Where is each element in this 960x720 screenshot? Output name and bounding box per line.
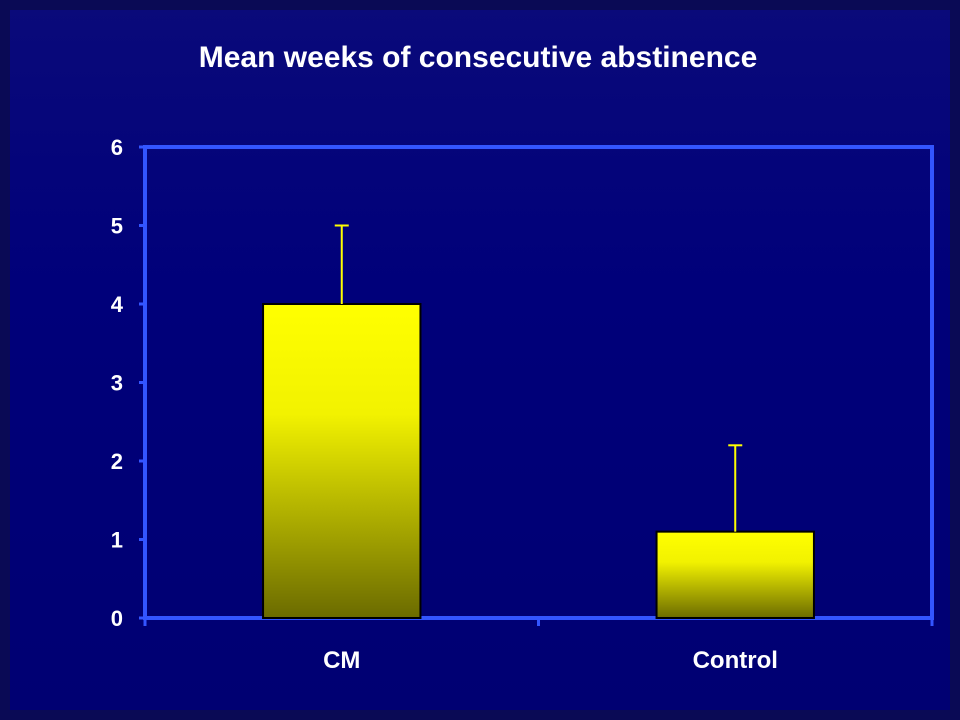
y-tick-label: 2 <box>111 449 123 474</box>
y-tick-label: 3 <box>111 371 123 396</box>
bars-group <box>262 303 815 620</box>
y-tick-label: 1 <box>111 528 123 553</box>
chart-title: Mean weeks of consecutive abstinence <box>199 41 758 74</box>
x-axis: CM Control <box>143 618 934 674</box>
bar-control <box>655 530 815 620</box>
y-axis: 0 1 2 3 4 5 6 <box>111 135 145 631</box>
y-tick-label: 0 <box>111 606 123 631</box>
y-tick-label: 5 <box>111 214 123 239</box>
bar-cm <box>262 303 422 619</box>
x-category-label: Control <box>693 647 778 674</box>
y-tick-label: 4 <box>111 292 124 317</box>
error-bars-group <box>334 224 743 532</box>
y-tick-label: 6 <box>111 135 123 160</box>
x-category-label: CM <box>323 647 360 674</box>
